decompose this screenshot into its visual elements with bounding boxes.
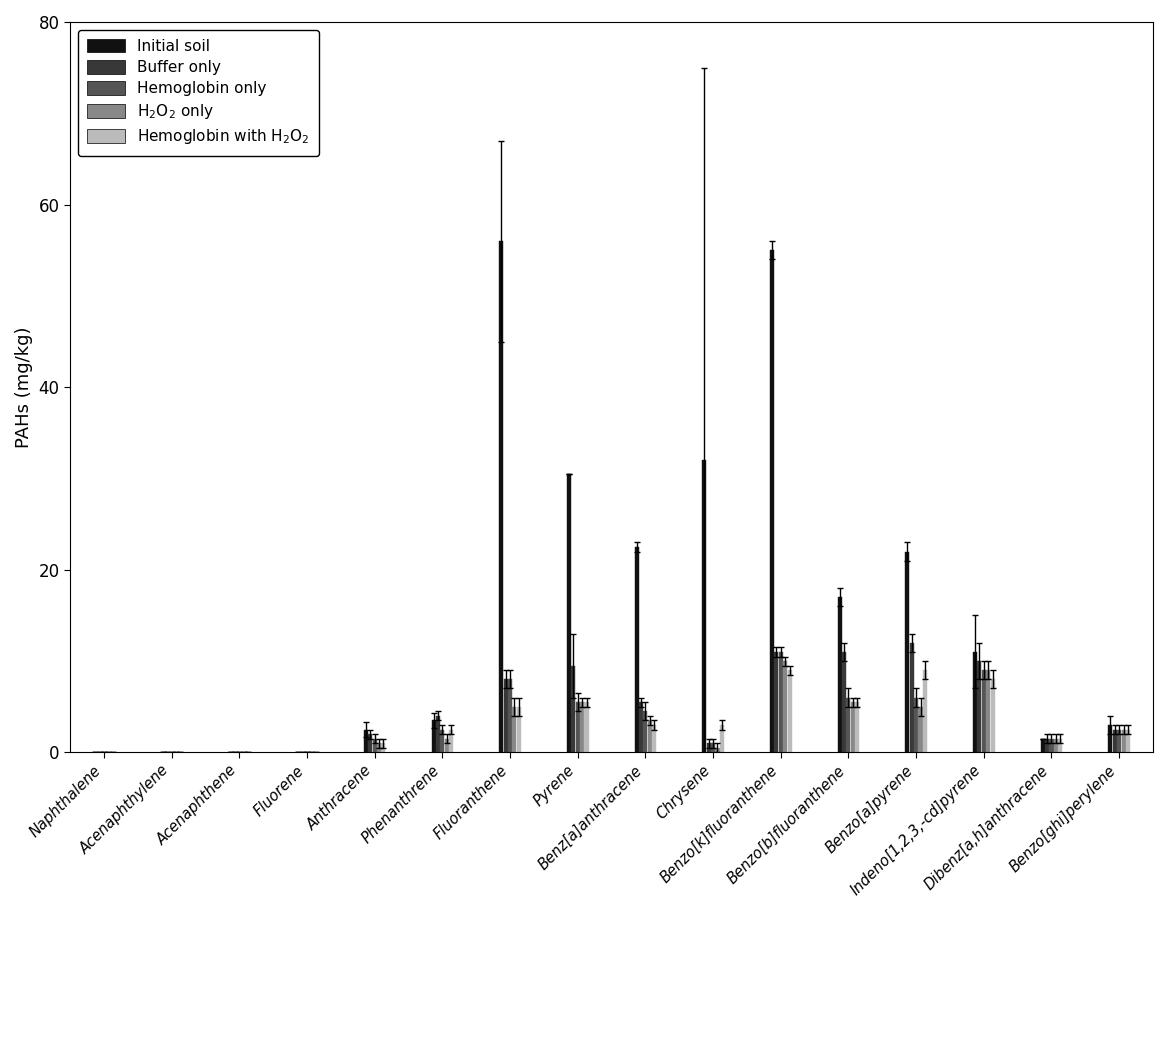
- Bar: [707, 743, 710, 752]
- Bar: [779, 652, 783, 752]
- Bar: [450, 729, 453, 752]
- Bar: [508, 679, 512, 752]
- Bar: [783, 661, 787, 752]
- Bar: [571, 666, 576, 752]
- Bar: [639, 702, 644, 752]
- Bar: [923, 670, 927, 752]
- Bar: [1058, 739, 1063, 752]
- Bar: [431, 720, 436, 752]
- Bar: [770, 250, 774, 752]
- Bar: [1041, 739, 1044, 752]
- Bar: [973, 652, 976, 752]
- Bar: [499, 241, 503, 752]
- Bar: [503, 679, 508, 752]
- Bar: [576, 702, 579, 752]
- Bar: [978, 661, 981, 752]
- Bar: [373, 739, 377, 752]
- Bar: [513, 706, 516, 752]
- Bar: [905, 552, 910, 752]
- Bar: [787, 670, 792, 752]
- Bar: [1126, 729, 1129, 752]
- Bar: [634, 547, 639, 752]
- Bar: [382, 743, 385, 752]
- Bar: [1054, 739, 1058, 752]
- Bar: [516, 706, 521, 752]
- Bar: [1049, 739, 1054, 752]
- Bar: [850, 702, 855, 752]
- Bar: [837, 597, 842, 752]
- Bar: [566, 474, 571, 752]
- Bar: [1108, 725, 1112, 752]
- Bar: [1121, 729, 1126, 752]
- Bar: [719, 725, 724, 752]
- Bar: [986, 670, 990, 752]
- Bar: [436, 716, 440, 752]
- Bar: [711, 743, 715, 752]
- Bar: [652, 725, 656, 752]
- Bar: [847, 698, 850, 752]
- Bar: [990, 679, 995, 752]
- Bar: [982, 670, 986, 752]
- Bar: [915, 698, 918, 752]
- Bar: [644, 712, 647, 752]
- Legend: Initial soil, Buffer only, Hemoglobin only, H$_2$O$_2$ only, Hemoglobin with H$_: Initial soil, Buffer only, Hemoglobin on…: [78, 29, 319, 156]
- Bar: [1117, 729, 1121, 752]
- Bar: [377, 743, 381, 752]
- Bar: [702, 460, 707, 752]
- Y-axis label: PAHs (mg/kg): PAHs (mg/kg): [15, 326, 33, 448]
- Bar: [910, 643, 913, 752]
- Bar: [855, 702, 860, 752]
- Bar: [368, 735, 373, 752]
- Bar: [842, 652, 846, 752]
- Bar: [440, 729, 444, 752]
- Bar: [918, 706, 923, 752]
- Bar: [716, 748, 719, 752]
- Bar: [580, 702, 584, 752]
- Bar: [445, 739, 449, 752]
- Bar: [364, 729, 368, 752]
- Bar: [1045, 739, 1049, 752]
- Bar: [1113, 729, 1117, 752]
- Bar: [774, 652, 778, 752]
- Bar: [648, 720, 652, 752]
- Bar: [584, 702, 589, 752]
